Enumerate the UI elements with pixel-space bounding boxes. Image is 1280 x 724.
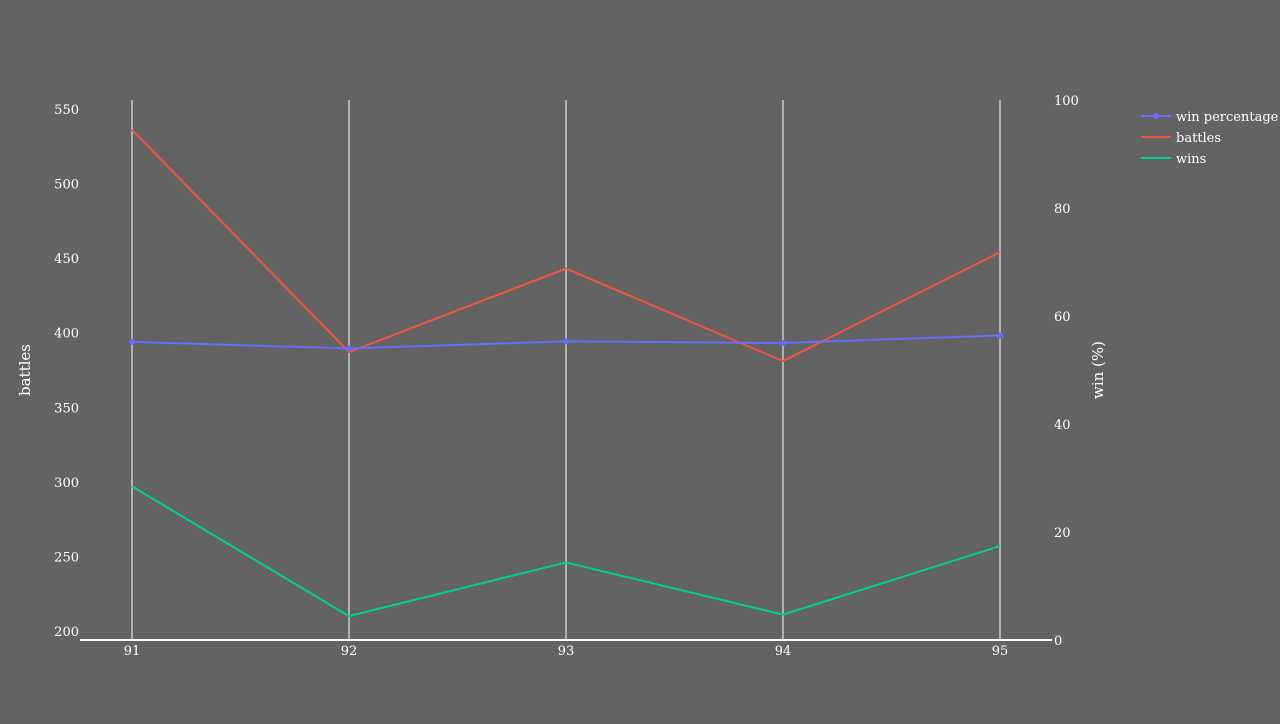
series-layer — [129, 129, 1003, 618]
y-axis-left-title: battles — [16, 344, 34, 396]
data-point — [563, 338, 569, 345]
data-point — [129, 338, 135, 345]
axis-layer: 91 92 93 94 95 200 250 300 350 400 450 500 550 0 20 40 6… — [54, 94, 1079, 659]
y-left-tick-label: 550 — [54, 103, 79, 118]
y-left-tick-label: 350 — [54, 401, 79, 416]
y-left-tick-label: 400 — [54, 327, 79, 342]
legend-item-win-percentage[interactable]: win percentage — [1141, 110, 1279, 125]
legend-item-wins[interactable]: wins — [1141, 152, 1206, 167]
data-point — [346, 345, 352, 352]
legend-marker — [1153, 113, 1159, 119]
series-line-wins — [131, 485, 1001, 618]
legend-item-battles[interactable]: battles — [1141, 131, 1221, 146]
x-tick-label: 94 — [775, 644, 792, 659]
y-right-tick-label: 0 — [1054, 634, 1062, 649]
series-line-battles — [131, 129, 1001, 363]
x-tick-label: 95 — [992, 644, 1009, 659]
y-left-tick-label: 450 — [54, 252, 79, 267]
y-axis-right-title: win (%) — [1089, 341, 1107, 399]
legend[interactable]: win percentage battles wins — [1141, 110, 1279, 167]
legend-label: battles — [1176, 131, 1221, 146]
y-left-tick-label: 250 — [54, 550, 79, 565]
x-tick-label: 91 — [124, 644, 141, 659]
data-point — [780, 340, 786, 346]
y-right-tick-label: 100 — [1054, 94, 1079, 109]
y-right-tick-label: 20 — [1054, 526, 1071, 541]
x-tick-label: 93 — [558, 644, 575, 659]
legend-label: win percentage — [1176, 110, 1279, 125]
data-point — [997, 332, 1003, 339]
y-right-tick-label: 60 — [1054, 310, 1071, 325]
grid-layer — [131, 100, 1001, 640]
y-left-tick-label: 300 — [54, 476, 79, 491]
y-left-tick-label: 500 — [54, 178, 79, 193]
y-right-tick-label: 80 — [1054, 202, 1071, 217]
y-right-tick-label: 40 — [1054, 418, 1071, 433]
y-left-tick-label: 200 — [54, 625, 79, 640]
legend-label: wins — [1176, 152, 1206, 167]
x-tick-label: 92 — [341, 644, 358, 659]
